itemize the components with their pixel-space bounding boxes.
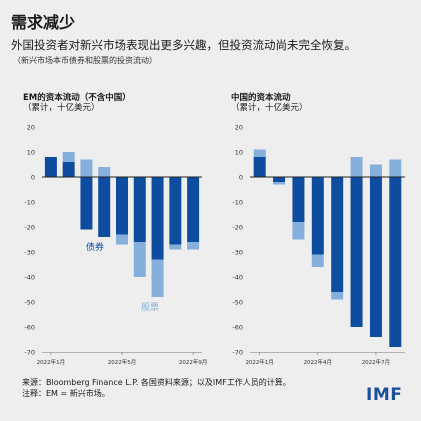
page-title: 需求减少 <box>11 13 76 32</box>
bar-equities <box>187 242 200 250</box>
y-tick-label: -10 <box>24 199 35 207</box>
bar-equities <box>369 164 382 177</box>
bar-equities <box>350 157 363 177</box>
bar-bonds <box>350 177 363 327</box>
y-tick-label: -40 <box>24 274 35 282</box>
y-tick-label: 20 <box>27 124 35 132</box>
y-tick-label: -50 <box>24 299 35 307</box>
footnote-text: 注释：EM = 新兴市场。 <box>22 389 110 398</box>
y-tick-label: 10 <box>235 149 243 157</box>
y-tick-label: -30 <box>232 249 243 257</box>
page-subtitle: 外国投资者对新兴市场表现出更多兴趣，但投资流动尚未完全恢复。 <box>11 38 356 52</box>
chart-title-em: EM的资本流动（不含中国） <box>23 93 131 103</box>
y-tick-label: -40 <box>232 274 243 282</box>
y-tick-label: -20 <box>24 224 35 232</box>
series-label-bonds: 债券 <box>86 241 104 253</box>
y-tick-label: -20 <box>232 224 243 232</box>
x-tick-label: 2022年5月 <box>108 358 137 366</box>
bar-bonds <box>187 177 200 242</box>
bar-equities <box>151 259 164 297</box>
y-tick-label: -30 <box>24 249 35 257</box>
y-tick-label: -60 <box>232 324 243 332</box>
y-tick-label: 20 <box>235 124 243 132</box>
y-tick-label: -50 <box>232 299 243 307</box>
x-tick-label: 2022年4月 <box>304 358 333 366</box>
bar-bonds <box>116 177 128 235</box>
bar-bonds <box>292 177 305 222</box>
y-tick-label: -70 <box>232 349 243 357</box>
bar-equities <box>273 182 286 185</box>
bar-equities <box>80 159 93 177</box>
bar-equities <box>331 292 344 300</box>
bar-bonds <box>389 177 402 347</box>
bar-bonds <box>44 157 57 177</box>
bar-equities <box>98 167 111 177</box>
y-tick-label: 0 <box>31 174 35 182</box>
imf-logo: IMF <box>366 385 403 405</box>
bar-equities <box>62 152 75 162</box>
bar-bonds <box>331 177 344 292</box>
chart-unit-em: （累计，十亿美元） <box>23 103 100 113</box>
bar-bonds <box>80 177 93 230</box>
bar-bonds <box>151 177 164 260</box>
bar-bonds <box>369 177 382 337</box>
y-tick-label: -10 <box>232 199 243 207</box>
bar-bonds <box>273 177 286 182</box>
bar-equities <box>169 244 182 250</box>
chart-title-china: 中国的资本流动 <box>231 93 291 103</box>
bar-bonds <box>253 157 266 177</box>
bar-equities <box>253 149 266 157</box>
chart-unit-china: （累计，十亿美元） <box>231 103 308 113</box>
series-label-equities: 股票 <box>141 302 159 313</box>
page-note: （新兴市场本币债券和股票的投资流动） <box>13 56 157 65</box>
bar-equities <box>311 254 324 267</box>
x-tick-label: 2022年9月 <box>179 358 208 366</box>
x-tick-label: 2022年1月 <box>37 358 66 366</box>
x-tick-label: 2022年7月 <box>362 358 391 366</box>
bar-bonds <box>311 177 324 255</box>
bar-equities <box>133 242 146 277</box>
source-text: 来源：Bloomberg Finance L.P. 各国资料来源；以及IMF工作… <box>22 378 291 387</box>
bar-equities <box>389 159 402 177</box>
bar-bonds <box>169 177 182 245</box>
source-notes: 来源：Bloomberg Finance L.P. 各国资料来源；以及IMF工作… <box>22 377 291 399</box>
y-tick-label: 10 <box>27 149 35 157</box>
bar-bonds <box>62 162 75 177</box>
bar-bonds <box>133 177 146 242</box>
bar-equities <box>116 234 128 245</box>
y-tick-label: -60 <box>24 324 35 332</box>
y-tick-label: 0 <box>239 174 243 182</box>
bar-equities <box>292 222 305 240</box>
bar-bonds <box>98 177 111 237</box>
x-tick-label: 2022年1月 <box>245 358 274 366</box>
y-tick-label: -70 <box>24 349 35 357</box>
